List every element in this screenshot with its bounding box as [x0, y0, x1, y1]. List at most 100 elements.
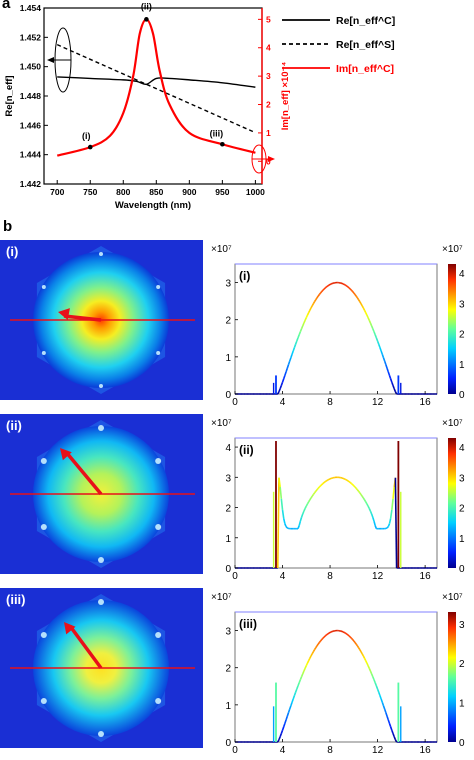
profile-segment — [367, 505, 370, 509]
profile-segment — [373, 331, 376, 336]
y-tick-label: 1 — [225, 534, 231, 545]
profile-segment — [288, 357, 292, 362]
y-tick-label: 1.444 — [20, 150, 42, 160]
marker-label: (ii) — [141, 1, 152, 11]
colorbar-tick-label: 0 — [459, 564, 465, 575]
profile-segment — [327, 284, 330, 287]
profile-segment — [329, 283, 332, 286]
panel-a-letter: a — [2, 0, 11, 12]
profile-segment — [382, 357, 386, 362]
y-tick-label: 0 — [225, 390, 231, 401]
x-tick-label: 16 — [420, 571, 432, 582]
profile-segment — [285, 716, 289, 721]
profile-segment — [313, 490, 317, 494]
profile-segment — [311, 493, 315, 497]
profile-segment — [380, 350, 384, 355]
profile-segment — [347, 286, 350, 289]
profile-segment — [372, 328, 375, 333]
polarization-arrow — [68, 624, 103, 670]
profile-segment — [311, 651, 315, 655]
profile-frame — [234, 263, 438, 395]
profile-segment — [309, 497, 312, 501]
hot-spot — [155, 698, 162, 704]
profile-segment — [316, 295, 319, 299]
profile-segment — [284, 719, 287, 724]
profile-segment — [354, 642, 357, 645]
profile-segment — [282, 518, 286, 524]
profile-segment — [368, 320, 372, 324]
profile-segment — [292, 695, 296, 700]
profile-segment — [389, 509, 393, 519]
y-tick-label: 0 — [225, 564, 231, 575]
profile-segment — [303, 668, 306, 672]
profile-segment — [323, 287, 326, 290]
profile-segment — [281, 378, 285, 383]
y-tick-label: 2 — [225, 316, 231, 327]
profile-segment — [370, 673, 374, 678]
arrow-head-icon — [64, 622, 76, 635]
marker-point-1 — [144, 17, 149, 22]
profile-segment — [368, 508, 372, 512]
profile-segment — [297, 682, 300, 687]
hot-spot — [98, 599, 104, 605]
colorbar-tick-label: 1 — [459, 534, 465, 545]
profile-segment — [375, 337, 379, 342]
profile-segment — [343, 478, 346, 481]
profile-segment — [386, 368, 390, 373]
marker-label: (i) — [82, 131, 91, 141]
profile-segment — [281, 509, 285, 519]
profile-segment — [385, 712, 388, 717]
profile-segment — [276, 477, 280, 569]
profile-segment — [310, 305, 313, 309]
field-tag: (iii) — [6, 592, 26, 607]
profile-segment — [355, 487, 358, 491]
profile-segment — [286, 527, 289, 530]
profile-segment — [312, 492, 316, 495]
profile-segment — [324, 634, 328, 637]
y-tick-label: 1 — [225, 353, 231, 364]
x-tick-label: 12 — [372, 571, 384, 582]
profile-segment — [383, 709, 387, 714]
profile-segment — [350, 289, 354, 293]
y-tick-label: 2 — [225, 664, 231, 675]
profile-segment — [359, 492, 362, 495]
colorbar-tick-label: 4 — [459, 443, 465, 454]
profile-segment — [299, 676, 303, 681]
y-axis-label: Re[n_eff] — [4, 75, 15, 116]
profile-segment — [313, 647, 317, 651]
profile-segment — [315, 297, 318, 301]
profile-segment — [282, 375, 286, 380]
profile-segment — [380, 698, 384, 703]
profile-segment — [322, 636, 325, 639]
profile-segment — [282, 723, 286, 728]
profile-segment — [385, 364, 388, 369]
profile-segment — [379, 347, 382, 352]
profile-segment — [321, 289, 324, 293]
profile-segment — [284, 371, 287, 376]
profile-segment — [360, 303, 363, 307]
colorbar-tick-label: 3 — [459, 299, 465, 310]
profile-segment — [300, 513, 304, 518]
legend-label-1: Re[n_eff^S] — [336, 39, 395, 51]
left-arrow-head-icon — [47, 57, 54, 63]
y-tick-label: 3 — [225, 627, 231, 638]
profile-segment — [343, 631, 346, 634]
profile-segment — [391, 498, 394, 511]
profile-segment — [299, 517, 303, 522]
profile-segment — [281, 726, 285, 731]
polarization-arrow — [64, 450, 103, 496]
profile-segment — [299, 328, 303, 333]
y-right-tick-label: 2 — [266, 100, 271, 110]
profile-segment — [391, 729, 394, 734]
y-tick-label: 0 — [225, 738, 231, 749]
series-line-1 — [56, 44, 256, 134]
profile-segment — [297, 525, 300, 529]
profile-segment — [321, 482, 324, 486]
profile-segment — [357, 490, 361, 494]
profile-segment — [309, 307, 312, 311]
profile-segment — [318, 485, 322, 488]
profile-segment — [312, 649, 316, 653]
legend-label-2: Im[n_eff^C] — [336, 63, 394, 75]
profile-segment — [288, 705, 292, 710]
